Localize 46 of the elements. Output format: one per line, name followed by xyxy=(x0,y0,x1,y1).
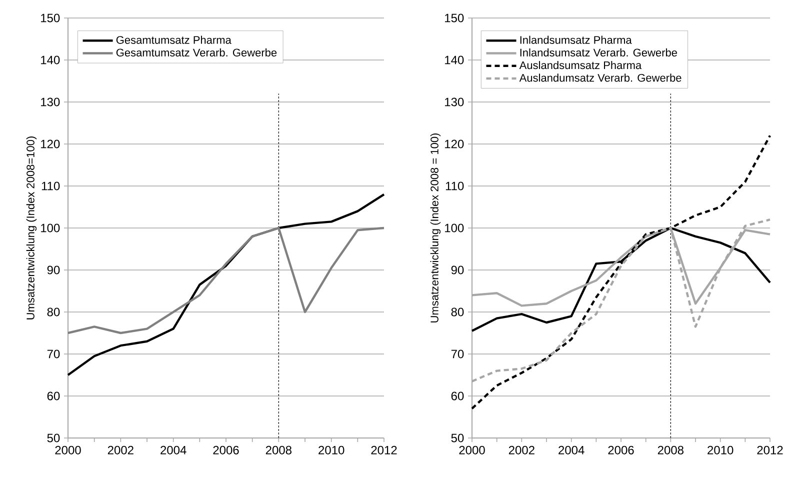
x-tick-label: 2000 xyxy=(459,446,485,454)
y-tick-label: 150 xyxy=(445,14,464,22)
y-tick-label: 150 xyxy=(41,14,60,22)
y-tick-label: 50 xyxy=(451,434,464,442)
x-tick-label: 2012 xyxy=(371,446,397,454)
x-tick-label: 2000 xyxy=(55,446,81,454)
x-tick-label: 2006 xyxy=(608,446,634,454)
y-tick-label: 80 xyxy=(451,308,464,316)
y-tick-label: 140 xyxy=(445,56,464,64)
x-tick-label: 2010 xyxy=(318,446,344,454)
x-tick-label: 2002 xyxy=(508,446,534,454)
x-tick-label: 2008 xyxy=(266,446,292,454)
y-tick-label: 100 xyxy=(41,224,60,232)
legend-label: Auslandumsatz Verarb. Gewerbe xyxy=(519,74,682,82)
y-tick-label: 90 xyxy=(451,266,464,274)
y-axis-title: Umsatzentwicklung (Index 2008=100) xyxy=(26,136,37,320)
x-tick-label: 2010 xyxy=(708,446,734,454)
y-tick-label: 100 xyxy=(445,224,464,232)
y-tick-label: 50 xyxy=(47,434,60,442)
y-tick-label: 60 xyxy=(451,392,464,400)
y-tick-label: 140 xyxy=(41,56,60,64)
x-tick-label: 2008 xyxy=(658,446,684,454)
y-tick-label: 70 xyxy=(47,350,60,358)
y-tick-label: 110 xyxy=(446,182,464,190)
x-tick-label: 2002 xyxy=(108,446,134,454)
legend-label: Inlandsumsatz Pharma xyxy=(520,36,632,44)
legend-label: Auslandsumsatz Pharma xyxy=(519,61,642,70)
y-axis-title: Umsatzentwicklung (Index 2008 = 100) xyxy=(430,133,441,322)
y-tick-label: 130 xyxy=(445,98,464,106)
y-tick-label: 110 xyxy=(42,182,60,190)
line-series xyxy=(470,134,772,410)
x-tick-label: 2004 xyxy=(160,446,186,454)
y-tick-label: 120 xyxy=(41,140,60,148)
y-tick-label: 70 xyxy=(451,350,464,358)
y-tick-label: 130 xyxy=(41,98,60,106)
legend-label: Gesamtumsatz Pharma xyxy=(116,36,232,44)
y-tick-label: 60 xyxy=(47,392,60,400)
x-tick-label: 2012 xyxy=(757,446,783,454)
line-series xyxy=(66,193,386,376)
legend-label: Inlandsumsatz Verarb. Gewerbe xyxy=(520,48,677,56)
legend-label: Gesamtumsatz Verarb. Gewerbe xyxy=(116,48,277,56)
y-tick-label: 120 xyxy=(445,140,464,148)
x-tick-label: 2006 xyxy=(213,446,239,454)
y-tick-label: 80 xyxy=(47,308,60,316)
y-tick-label: 90 xyxy=(47,266,60,274)
x-tick-label: 2004 xyxy=(558,446,584,454)
